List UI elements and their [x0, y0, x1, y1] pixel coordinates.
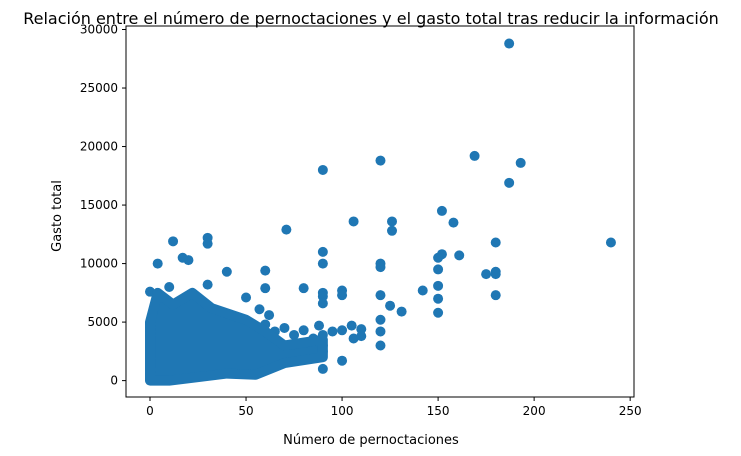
scatter-point	[433, 280, 444, 291]
x-axis-ticks: 0 50 100 150 200 250	[146, 397, 642, 418]
scatter-point	[469, 150, 480, 161]
scatter-point	[260, 265, 271, 276]
scatter-point	[202, 279, 213, 290]
y-tick-label: 0	[110, 374, 118, 388]
scatter-point	[337, 290, 348, 301]
scatter-point	[281, 224, 292, 235]
y-axis-ticks: 0 5000 10000 15000 20000 25000 30000	[80, 23, 126, 388]
scatter-point	[314, 320, 325, 331]
scatter-point	[387, 225, 398, 236]
y-axis-label: Gasto total	[50, 180, 65, 252]
chart-title: Relación entre el número de pernoctacion…	[23, 9, 719, 28]
scatter-point	[348, 216, 359, 227]
scatter-point	[433, 307, 444, 318]
scatter-point	[605, 237, 616, 248]
scatter-point	[375, 290, 386, 301]
scatter-point	[356, 331, 367, 342]
scatter-point	[375, 155, 386, 166]
scatter-point	[454, 250, 465, 261]
data-points	[145, 38, 616, 374]
x-tick-label: 250	[619, 404, 642, 418]
scatter-point	[433, 252, 444, 263]
x-tick-label: 100	[331, 404, 354, 418]
scatter-point	[375, 326, 386, 337]
scatter-point	[396, 306, 407, 317]
scatter-point	[317, 164, 328, 175]
scatter-point	[375, 340, 386, 351]
scatter-point	[289, 329, 300, 340]
y-tick-label: 5000	[87, 315, 118, 329]
y-tick-label: 15000	[80, 198, 118, 212]
scatter-point	[254, 304, 265, 315]
scatter-point	[504, 38, 515, 49]
y-tick-label: 10000	[80, 257, 118, 271]
scatter-point	[164, 281, 175, 292]
scatter-point	[375, 314, 386, 325]
scatter-point	[433, 293, 444, 304]
scatter-point	[490, 290, 501, 301]
scatter-point	[279, 322, 290, 333]
scatter-point	[177, 252, 188, 263]
scatter-point	[317, 363, 328, 374]
scatter-point	[317, 258, 328, 269]
scatter-point	[202, 238, 213, 249]
x-tick-label: 0	[146, 404, 154, 418]
scatter-point	[490, 237, 501, 248]
scatter-point	[168, 236, 179, 247]
scatter-point	[436, 205, 447, 216]
scatter-point	[337, 325, 348, 336]
y-tick-label: 25000	[80, 81, 118, 95]
scatter-point	[417, 285, 428, 296]
x-tick-label: 200	[523, 404, 546, 418]
scatter-point	[298, 283, 309, 294]
x-tick-label: 150	[427, 404, 450, 418]
scatter-point	[504, 177, 515, 188]
dense-cluster-area	[145, 287, 328, 386]
scatter-point	[298, 325, 309, 336]
scatter-point	[317, 246, 328, 257]
scatter-point	[356, 324, 367, 335]
scatter-point	[346, 320, 357, 331]
y-tick-label: 30000	[80, 23, 118, 37]
scatter-point	[490, 269, 501, 280]
scatter-point	[221, 266, 232, 277]
x-axis-label: Número de pernoctaciones	[283, 433, 459, 448]
scatter-point	[264, 310, 275, 321]
scatter-point	[348, 333, 359, 344]
scatter-point	[515, 157, 526, 168]
scatter-point	[241, 292, 252, 303]
scatter-point	[448, 217, 459, 228]
scatter-point	[387, 216, 398, 227]
scatter-point	[317, 291, 328, 302]
scatter-point	[385, 300, 396, 311]
dense-point-cluster	[145, 287, 328, 386]
scatter-point	[260, 283, 271, 294]
plot-area-frame	[125, 25, 635, 398]
x-tick-label: 50	[238, 404, 253, 418]
scatter-point	[433, 264, 444, 275]
y-tick-label: 20000	[80, 140, 118, 154]
scatter-point	[375, 262, 386, 273]
scatter-point	[481, 269, 492, 280]
scatter-point	[327, 326, 338, 337]
scatter-point	[152, 258, 163, 269]
scatter-point	[317, 298, 328, 309]
scatter-point	[337, 355, 348, 366]
